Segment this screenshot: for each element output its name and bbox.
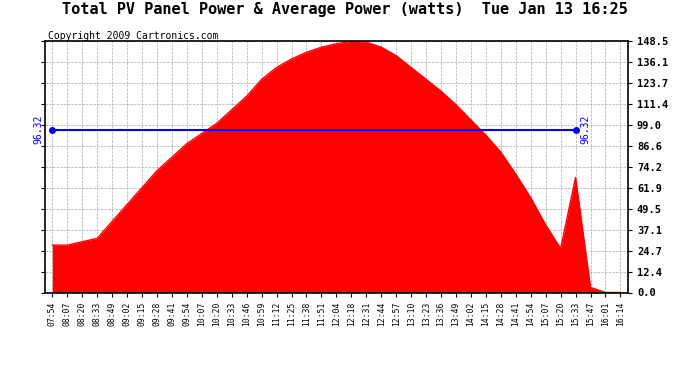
Text: 96.32: 96.32 [33, 115, 43, 144]
Text: Copyright 2009 Cartronics.com: Copyright 2009 Cartronics.com [48, 31, 218, 41]
Text: Total PV Panel Power & Average Power (watts)  Tue Jan 13 16:25: Total PV Panel Power & Average Power (wa… [62, 2, 628, 17]
Text: 96.32: 96.32 [580, 115, 590, 144]
